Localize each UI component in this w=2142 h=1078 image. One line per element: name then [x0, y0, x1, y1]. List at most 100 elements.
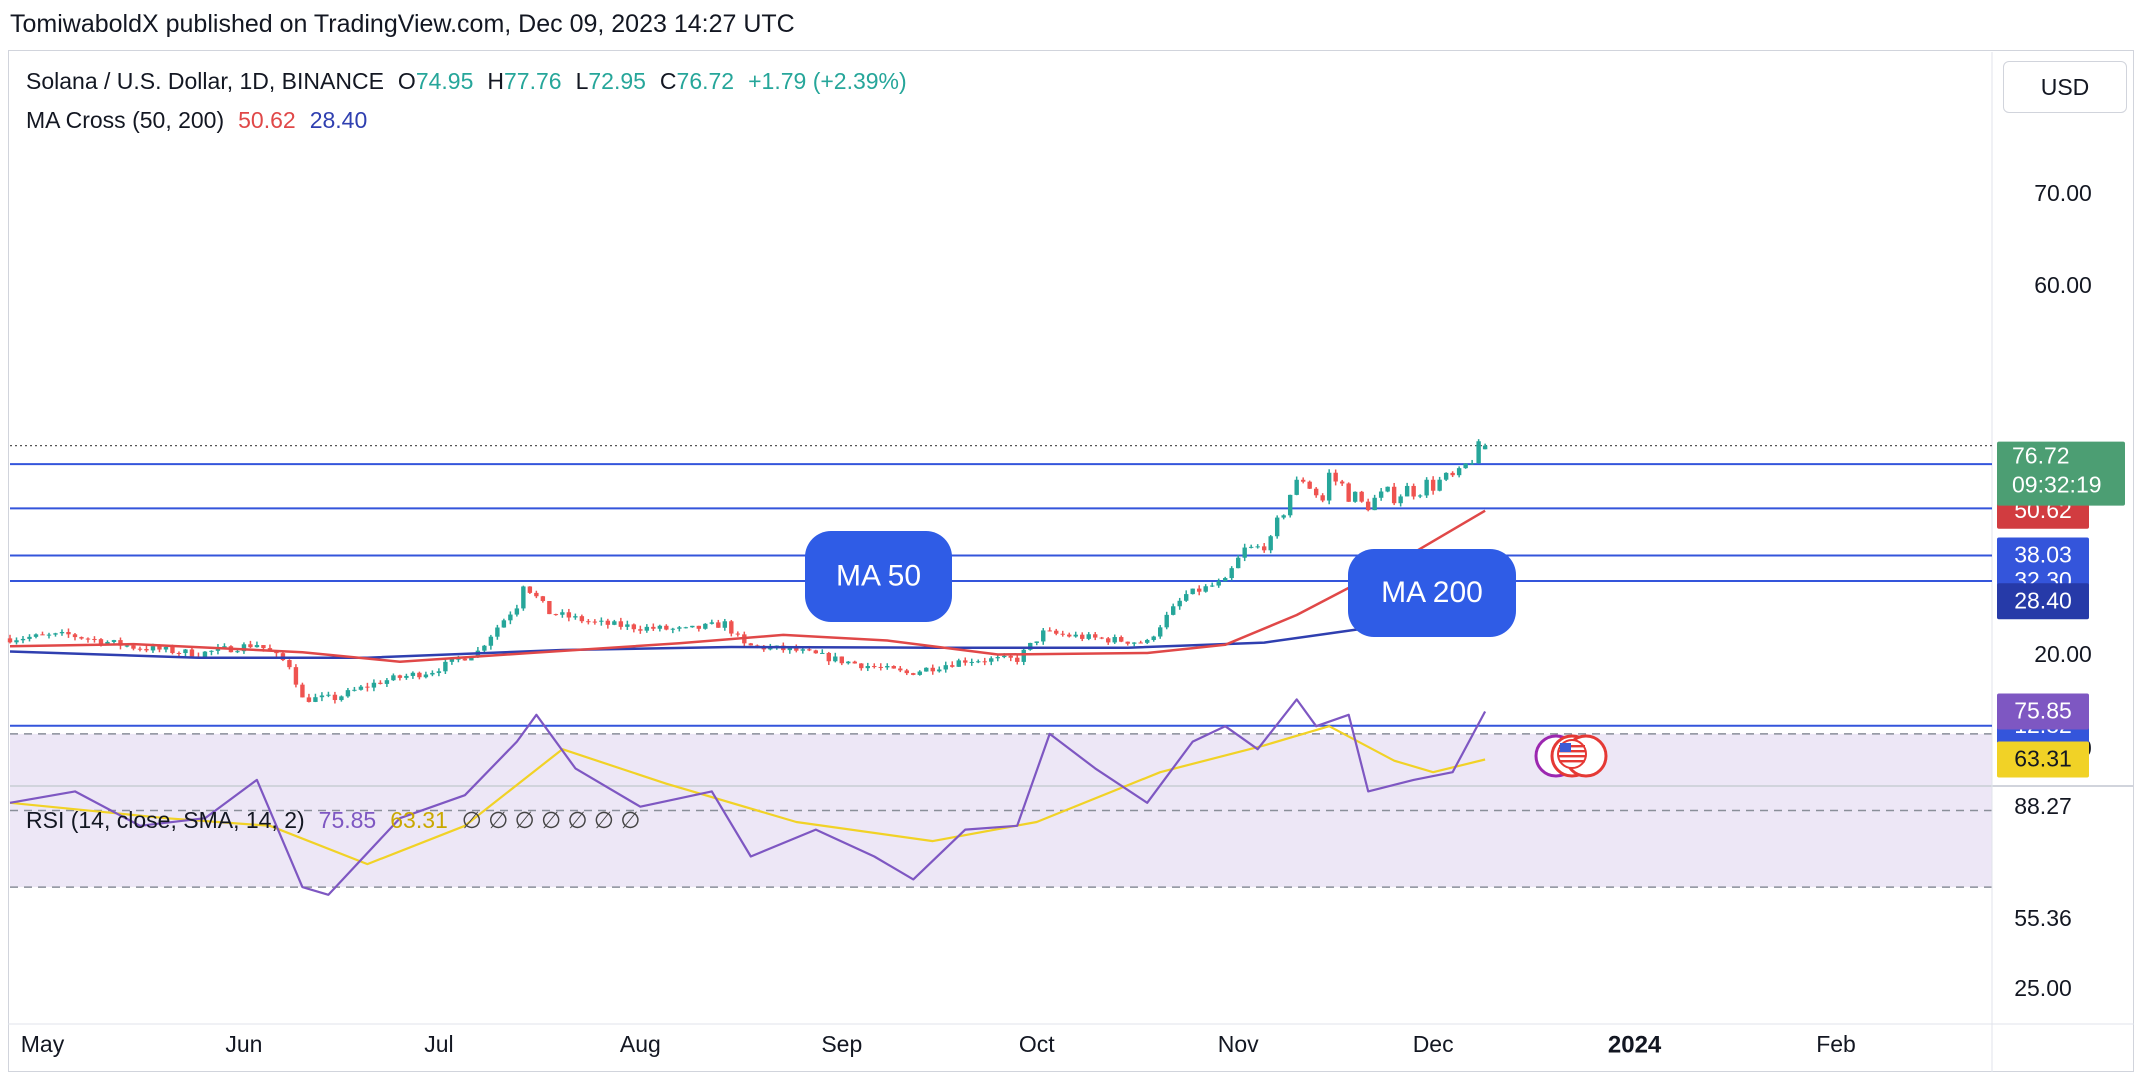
ma-cross-legend[interactable]: MA Cross (50, 200) 50.62 28.40 — [26, 107, 381, 134]
candle — [612, 619, 617, 626]
candle — [371, 679, 377, 692]
candle — [547, 600, 552, 615]
candle — [339, 695, 344, 702]
candle-body — [1125, 641, 1130, 644]
candle-body — [339, 696, 344, 701]
candle — [209, 650, 214, 656]
candle — [1378, 487, 1384, 501]
candle-body — [638, 629, 643, 631]
candle — [20, 636, 26, 644]
candle-body — [625, 624, 630, 627]
candle-body — [150, 646, 156, 651]
candle-body — [963, 660, 968, 663]
candle-body — [469, 657, 474, 661]
candle-body — [878, 666, 883, 668]
candle — [592, 619, 598, 625]
time-axis-tick: 2024 — [1608, 1031, 1662, 1058]
candle — [924, 667, 929, 672]
candle-body — [306, 697, 312, 702]
candle — [943, 661, 948, 673]
candle — [1385, 486, 1390, 493]
time-axis-tick: Dec — [1413, 1031, 1454, 1057]
candle-body — [566, 612, 572, 618]
candle — [1112, 634, 1117, 644]
candle-body — [592, 621, 598, 623]
candle — [14, 637, 19, 645]
candle — [683, 626, 689, 629]
candle — [553, 613, 559, 616]
candle — [1268, 535, 1273, 554]
candle — [111, 639, 117, 644]
candle-body — [111, 640, 117, 642]
candle — [989, 656, 994, 666]
candle — [1171, 603, 1176, 616]
candle-body — [540, 596, 546, 602]
candle-body — [1138, 642, 1143, 644]
candle-body — [59, 632, 65, 634]
candle-body — [410, 672, 416, 676]
candle-body — [833, 656, 838, 662]
candle-body — [287, 660, 292, 668]
candle — [969, 658, 974, 666]
candle — [527, 586, 533, 594]
candle-body — [1300, 479, 1306, 482]
candle — [625, 620, 630, 630]
candle — [1365, 498, 1371, 512]
candle-body — [1158, 627, 1163, 637]
candle-body — [1164, 614, 1169, 628]
candle — [254, 641, 260, 648]
candle-body — [787, 647, 793, 651]
chart-frame — [8, 50, 2134, 1072]
candle-body — [644, 626, 650, 631]
candle-body — [1080, 634, 1085, 639]
candle — [1203, 584, 1208, 593]
candle — [820, 649, 825, 654]
candle — [1411, 483, 1416, 500]
candle — [443, 658, 448, 674]
candle-body — [436, 671, 442, 673]
rsi-band — [10, 733, 1992, 888]
rsi-legend[interactable]: RSI (14, close, SMA, 14, 2) 75.85 63.31 ∅ ∅… — [26, 807, 654, 834]
candle-body — [1385, 486, 1390, 492]
candle-body — [1054, 630, 1059, 634]
time-axis-tick: Feb — [1816, 1031, 1856, 1057]
candle-body — [1456, 468, 1462, 476]
candle-body — [703, 623, 708, 629]
currency-button[interactable]: USD — [2003, 61, 2127, 113]
candle — [573, 613, 578, 620]
candle-body — [573, 616, 578, 618]
candle-body — [1222, 578, 1228, 582]
candle-body — [1424, 479, 1429, 496]
candle-body — [1015, 657, 1020, 662]
candle-body — [1242, 547, 1247, 558]
candle-body — [170, 646, 175, 653]
candle — [846, 661, 851, 665]
candle — [332, 691, 338, 704]
candle-body — [1132, 642, 1137, 644]
flag-stripe — [1559, 755, 1585, 758]
candle-body — [430, 672, 435, 675]
candle — [514, 604, 520, 617]
candle-body — [1378, 491, 1384, 498]
candle — [833, 652, 838, 663]
candle-body — [1171, 606, 1176, 615]
candle — [1099, 636, 1104, 640]
candle-body — [72, 634, 78, 638]
candle — [657, 624, 663, 632]
candle-body — [189, 649, 195, 657]
candle-body — [605, 620, 611, 625]
candle — [1333, 469, 1338, 486]
candle — [690, 625, 695, 628]
candle-body — [1203, 586, 1208, 592]
candle — [1177, 597, 1182, 610]
candle — [898, 666, 903, 673]
symbol-name: Solana / U.S. Dollar, 1D, BINANCE — [26, 68, 384, 94]
candle — [1359, 490, 1364, 503]
candle — [33, 633, 39, 639]
candle — [1216, 578, 1221, 588]
candle-body — [66, 632, 71, 635]
candle — [72, 632, 78, 641]
candle — [423, 671, 429, 679]
ma50-annotation-bubble — [805, 531, 952, 622]
